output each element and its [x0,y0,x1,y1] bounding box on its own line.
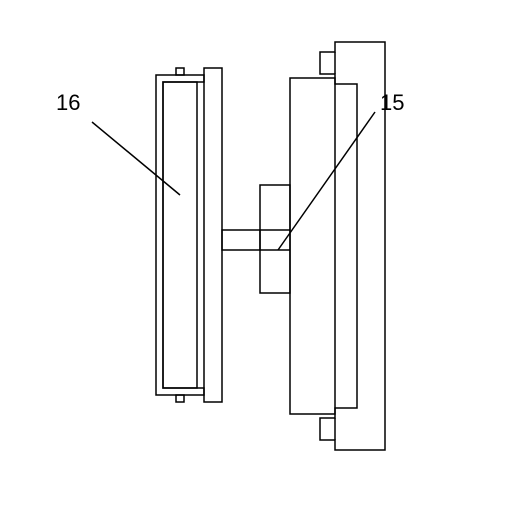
technical-diagram [0,0,524,520]
connector-bar [222,230,260,250]
callout-label-16: 16 [56,90,80,116]
left-plate [204,68,222,402]
leader-line-15 [278,112,375,250]
left-inner-panel [163,82,197,388]
right-inner-plate [290,78,335,414]
leader-line-16 [92,122,180,195]
left-top-pin [176,68,184,75]
left-bottom-pin [176,395,184,402]
right-outer-track [320,42,385,450]
callout-label-15: 15 [380,90,404,116]
